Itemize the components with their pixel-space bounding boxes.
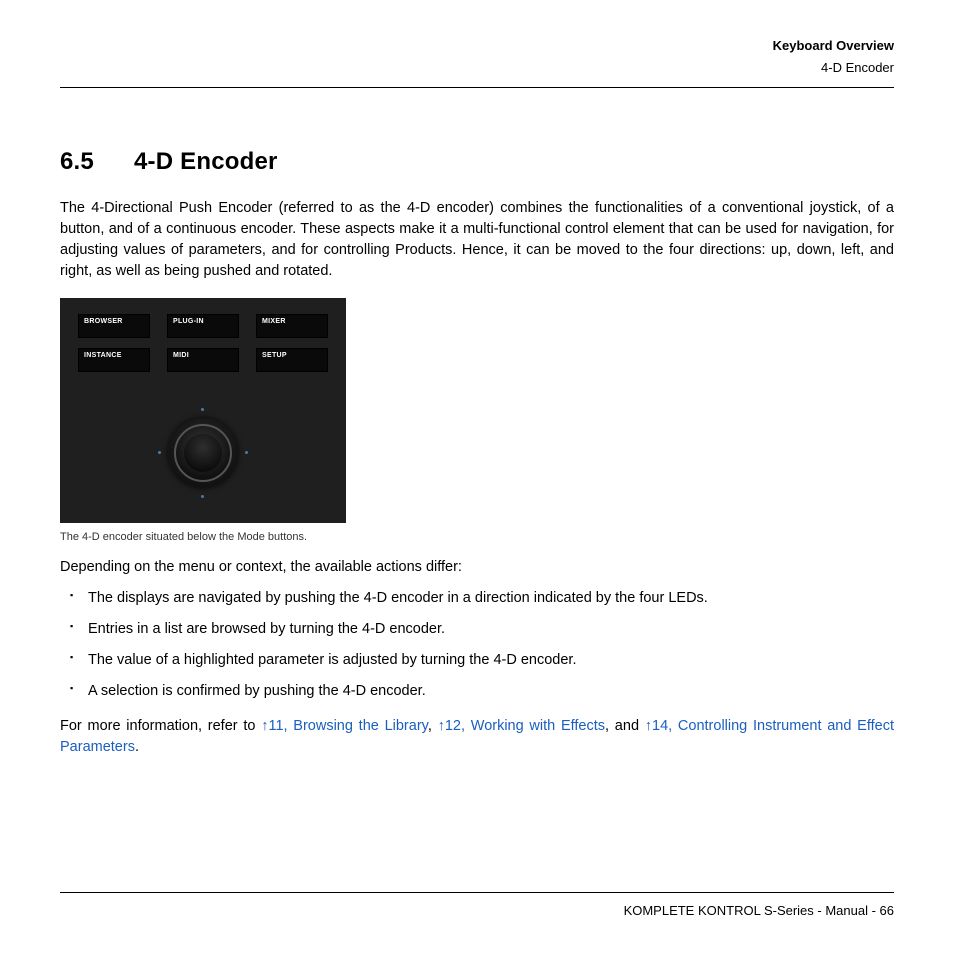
mode-button-mixer: MIXER [256, 314, 328, 338]
ref-sep1: , [428, 718, 438, 734]
mode-button-browser: BROWSER [78, 314, 150, 338]
paragraph-intro: The 4-Directional Push Encoder (referred… [60, 198, 894, 282]
section-heading: 6.54-D Encoder [60, 148, 894, 176]
footer-divider [60, 892, 894, 893]
list-item: A selection is confirmed by pushing the … [88, 681, 894, 702]
link-working-effects[interactable]: ↑12, Working with Effects [438, 718, 605, 734]
encoder-knob [168, 418, 238, 488]
header-divider [60, 87, 894, 88]
ref-suffix: . [135, 739, 139, 755]
mode-button-instance: INSTANCE [78, 348, 150, 372]
figure-caption: The 4-D encoder situated below the Mode … [60, 531, 894, 543]
action-list: The displays are navigated by pushing th… [88, 588, 894, 702]
mode-button-midi: MIDI [167, 348, 239, 372]
mode-button-setup: SETUP [256, 348, 328, 372]
ref-prefix: For more information, refer to [60, 718, 261, 734]
section-title: 4-D Encoder [134, 148, 278, 175]
encoder-panel: BROWSER PLUG-IN MIXER INSTANCE MIDI SETUP [60, 298, 346, 523]
list-item: Entries in a list are browsed by turning… [88, 619, 894, 640]
led-indicator [201, 408, 204, 411]
section-number: 6.5 [60, 148, 134, 176]
list-item: The displays are navigated by pushing th… [88, 588, 894, 609]
led-indicator [245, 451, 248, 454]
led-indicator [158, 451, 161, 454]
paragraph-refs: For more information, refer to ↑11, Brow… [60, 716, 894, 758]
mode-button-plugin: PLUG-IN [167, 314, 239, 338]
knob-inner [184, 434, 222, 472]
ref-sep2: , and [605, 718, 645, 734]
footer-text: KOMPLETE KONTROL S-Series - Manual - 66 [60, 903, 894, 918]
led-indicator [201, 495, 204, 498]
paragraph-context: Depending on the menu or context, the av… [60, 557, 894, 578]
header-section: 4-D Encoder [60, 58, 894, 78]
link-browsing-library[interactable]: ↑11, Browsing the Library [261, 718, 428, 734]
header-overview: Keyboard Overview [60, 36, 894, 56]
list-item: The value of a highlighted parameter is … [88, 650, 894, 671]
